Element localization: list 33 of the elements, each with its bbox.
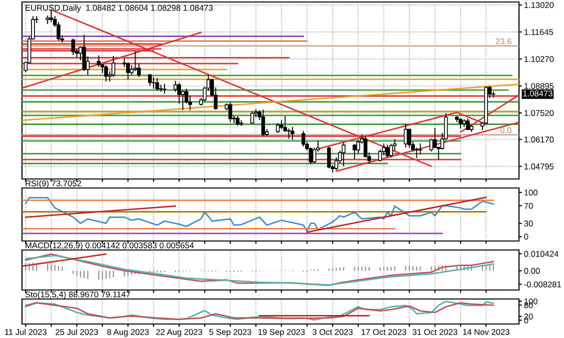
x-tick-label: 14 Nov 2023: [463, 329, 510, 335]
y-tick-label: 70: [524, 202, 533, 209]
y-tick-label: 80: [524, 302, 533, 308]
y-tick-label: 0: [524, 234, 528, 240]
x-tick-label: 22 Aug 2023: [156, 329, 202, 337]
x-tick-label: 11 Jul 2023: [5, 328, 47, 335]
chart-title: MACD(12,26,9) 0.004142 0.003583 0.005654: [26, 242, 194, 250]
x-tick-label: 8 Aug 2023: [107, 329, 149, 337]
x-tick-label: 19 Sep 2023: [258, 329, 305, 337]
x-tick-label: 17 Oct 2023: [362, 329, 406, 335]
chart-title: RSI(9) 73.7052: [26, 180, 82, 188]
x-tick-label: 31 Oct 2023: [412, 329, 458, 335]
y-tick-label: 100: [524, 298, 538, 304]
y-tick-label: 1.08895: [524, 83, 554, 89]
y-tick-label: 1.07520: [524, 110, 554, 116]
y-tick-label: -0.008281: [524, 281, 561, 288]
y-tick-label: 100: [524, 190, 538, 196]
y-tick-label: 1.11645: [524, 29, 554, 36]
y-tick-label: 1.13020: [524, 2, 554, 8]
y-tick-label: 1.10270: [524, 56, 554, 62]
annotation: 1.08473: [523, 90, 552, 96]
x-tick-label: 5 Sep 2023: [209, 329, 252, 337]
y-tick-label: 0.00: [524, 268, 540, 274]
y-tick-label: 0.010424: [524, 250, 558, 257]
x-tick-label: 3 Oct 2023: [312, 329, 353, 335]
y-tick-label: 30: [524, 220, 533, 226]
annotation: 0.0: [500, 127, 512, 134]
y-tick-label: 1.04795: [524, 164, 554, 170]
chart-title: Sto(15,5,4) 88.9670 79.1147: [25, 291, 130, 299]
chart-title: EURUSD,Daily 1.08482 1.08604 1.08298 1.08473: [26, 4, 213, 12]
y-tick-label: 1.06170: [524, 136, 554, 142]
annotation: 23.6: [496, 38, 512, 44]
x-tick-label: 25 Jul 2023: [56, 328, 98, 335]
